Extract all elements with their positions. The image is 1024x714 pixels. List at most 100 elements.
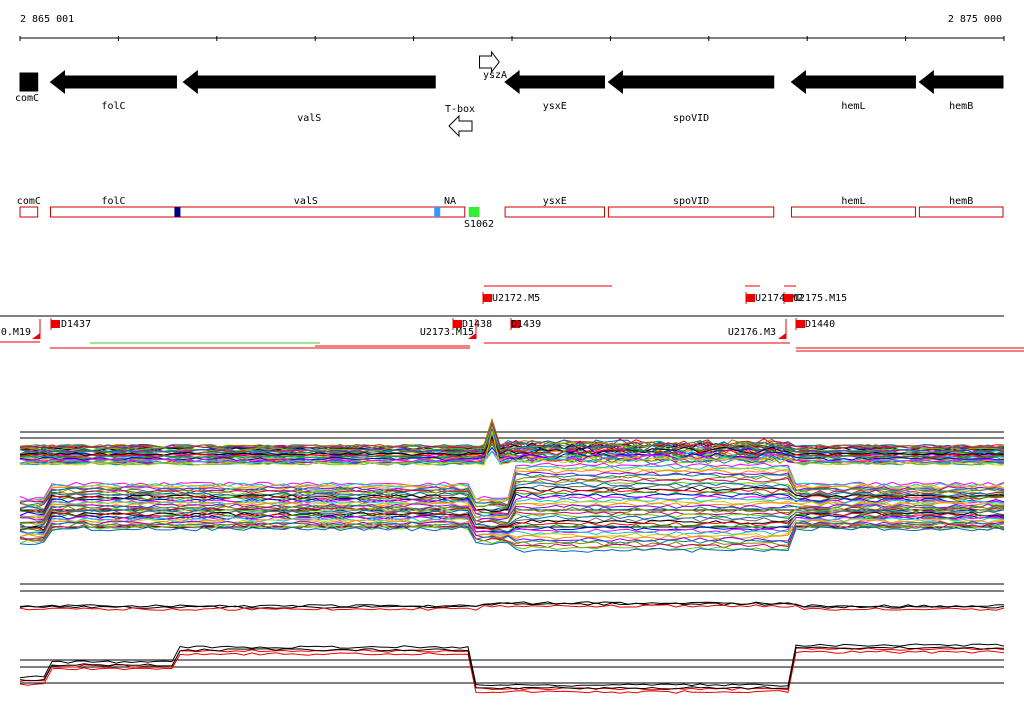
segment-label-vals: valS [294,196,318,207]
segment-hemb [918,206,1004,218]
expression-trace [19,499,1005,520]
gene-arrow-ysza [479,50,500,74]
transcript-label: U2174.M2 [755,293,803,304]
summary-panel [19,583,1005,694]
small-rna-label: S1062 [464,219,494,230]
transcript-flag-icon [784,294,793,302]
transcript-label: U2173.M15 [420,327,474,338]
small-rna-s1062 [468,207,480,217]
summary-trace [19,604,1005,611]
expression-trace [19,430,1004,466]
expression-trace [19,519,1005,540]
summary-trace [19,601,1005,608]
t-box-arrow-icon [448,114,473,138]
expression-trace [19,432,1005,455]
gene-arrow-folc [49,69,177,95]
expression-trace [19,522,1005,547]
expression-trace [19,495,1005,518]
gene-arrow-comc [19,72,39,92]
transcript-u2173-m15: U2173.M15 [420,319,477,339]
segment-label-folc: folC [101,196,125,207]
transcript-label: D1437 [61,319,91,330]
expression-trace [19,514,1005,534]
expression-trace [19,505,1005,525]
transcript-label: D1440 [805,319,835,330]
expression-trace [19,421,1005,450]
t-box-feature: T-box [445,104,475,138]
gene-arrow-spovid [607,69,775,95]
segment-mark [434,207,441,217]
transcript-label: U2175.M15 [793,293,847,304]
gene-label-hemb: hemB [949,101,973,112]
segment-folc [50,206,177,218]
segment-track: comC folC valS NA ysxE spoVID hemL hemB S1062 [17,196,1004,230]
transcript-d1440: D1440 [795,318,835,330]
transcript-u2176-m3: U2176.M3 [728,319,787,339]
summary-trace [19,646,1005,690]
transcript-u2172-m5: U2172.M5 [482,292,540,304]
expression-trace [19,524,1005,549]
segment-ysxe [504,206,605,218]
expression-trace [19,469,1005,504]
transcript-flag-icon [796,320,805,328]
expression-trace [19,526,1005,553]
expression-trace [19,439,1005,458]
segment-spovid [607,206,775,218]
segment-label-hemb: hemB [949,196,973,207]
gene-track: comC folC valS yszA ysxE spoVID hemL hemB [15,50,1004,124]
segment-label-spovid: spoVID [673,196,709,207]
expression-trace [19,504,1005,524]
expression-trace [19,521,1005,545]
transcript-d1439: D1439 [510,318,541,330]
expression-profiles-panel [19,417,1005,553]
gene-label-vals: valS [297,113,321,124]
transcript-label: U2176.M3 [728,327,776,338]
coordinate-end: 2 875 000 [948,14,1002,25]
transcript-flag-icon [453,320,462,328]
gene-arrow-vals [182,69,436,95]
gene-arrow-heml [790,69,916,95]
transcript-label: U2172.M5 [492,293,540,304]
gene-label-ysza: yszA [483,70,507,81]
segment-label-ysxe: ysxE [543,196,567,207]
transcript-label: D1439 [511,319,541,330]
expression-trace [19,450,1005,464]
coordinate-ruler: 2 865 001 2 875 000 [19,14,1005,41]
expression-trace [20,503,1005,522]
expression-trace [19,517,1005,537]
gene-label-spovid: spoVID [673,113,709,124]
gene-label-heml: hemL [841,101,865,112]
expression-trace [19,446,1005,461]
transcript-flag-icon [778,333,786,339]
transcript-flag-icon [51,320,60,328]
summary-trace [19,650,1005,694]
transcript-flag-icon [511,320,520,328]
coordinate-start: 2 865 001 [20,14,74,25]
expression-trace [19,493,1005,517]
expression-trace [19,417,1005,449]
expression-trace [19,512,1005,532]
transcript-u2174-m2: U2174.M2 [745,292,803,304]
transcript-flag-icon [483,294,492,302]
gene-label-folc: folC [101,101,125,112]
summary-trace [19,643,1005,687]
transcript-d1437: D1437 [50,318,91,330]
expression-trace [19,486,1005,513]
expression-trace [19,515,1005,535]
t-box-label: T-box [445,104,475,115]
transcript-flag-icon [32,333,40,339]
segment-label-comc: comC [17,196,41,207]
gene-label-comc: comC [15,93,39,104]
gene-arrow-hemb [918,69,1004,95]
expression-trace [19,435,1005,457]
segment-vals [175,206,436,218]
segment-label-heml: hemL [841,196,865,207]
gene-label-ysxe: ysxE [543,101,567,112]
segment-mark [174,207,181,217]
expression-trace [19,443,1005,460]
transcript-flag-icon [468,333,476,339]
transcript-d1438: D1438 [452,318,492,330]
transcript-flag-icon [746,294,755,302]
